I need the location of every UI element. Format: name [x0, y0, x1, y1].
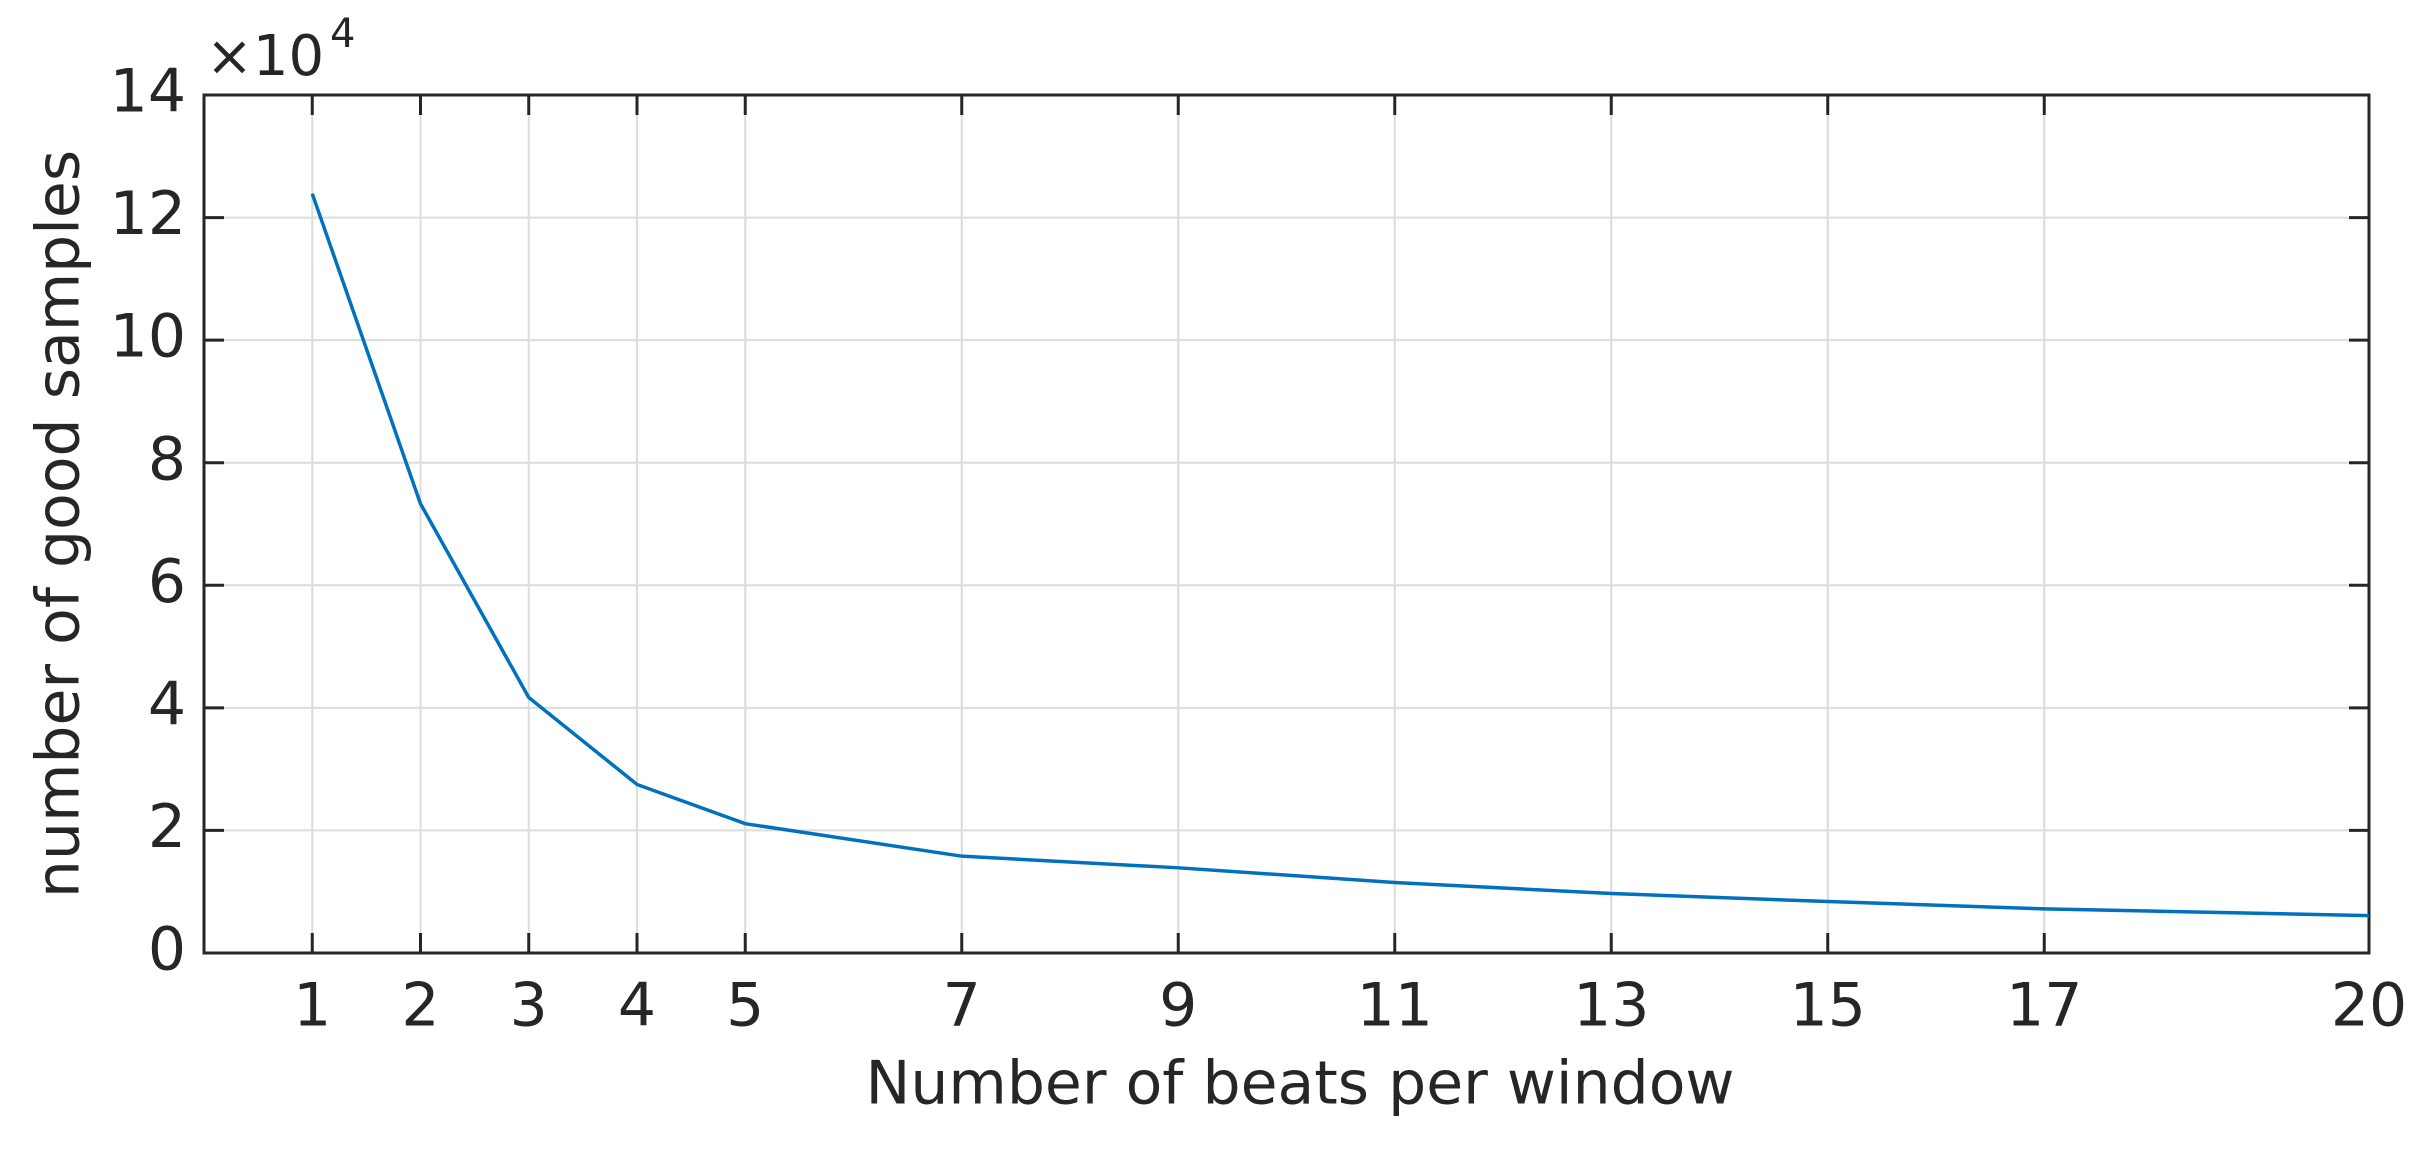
y-axis-label: number of good samples	[24, 150, 94, 898]
x-axis-label: Number of beats per window	[865, 1049, 1734, 1119]
y-tick-label: 6	[148, 547, 186, 617]
x-tick-label: 15	[1790, 971, 1866, 1041]
y-tick-label: 14	[110, 57, 186, 127]
y-tick-label: 10	[110, 302, 186, 372]
plot-frame	[202, 93, 2371, 955]
x-tick-label: 20	[2331, 971, 2407, 1041]
x-tick-label: 5	[726, 971, 764, 1041]
x-tick-label: 4	[618, 971, 656, 1041]
y-tick-label: 8	[148, 424, 186, 494]
x-tick-label: 9	[1159, 971, 1197, 1041]
exponent-power: 4	[330, 11, 355, 57]
x-tick-label: 7	[943, 971, 981, 1041]
y-tick-label: 12	[110, 179, 186, 249]
x-tick-label: 2	[401, 971, 439, 1041]
y-tick-label: 2	[148, 792, 186, 862]
x-tick-label: 3	[510, 971, 548, 1041]
x-tick-label: 1	[293, 971, 331, 1041]
data-line	[310, 193, 2370, 918]
y-tick-label: 0	[148, 915, 186, 985]
x-tick-label: 11	[1357, 971, 1433, 1041]
exponent-base: ×10	[206, 24, 324, 89]
x-tick-label: 17	[2006, 971, 2082, 1041]
x-tick-label: 13	[1573, 971, 1649, 1041]
y-tick-label: 4	[148, 669, 186, 739]
